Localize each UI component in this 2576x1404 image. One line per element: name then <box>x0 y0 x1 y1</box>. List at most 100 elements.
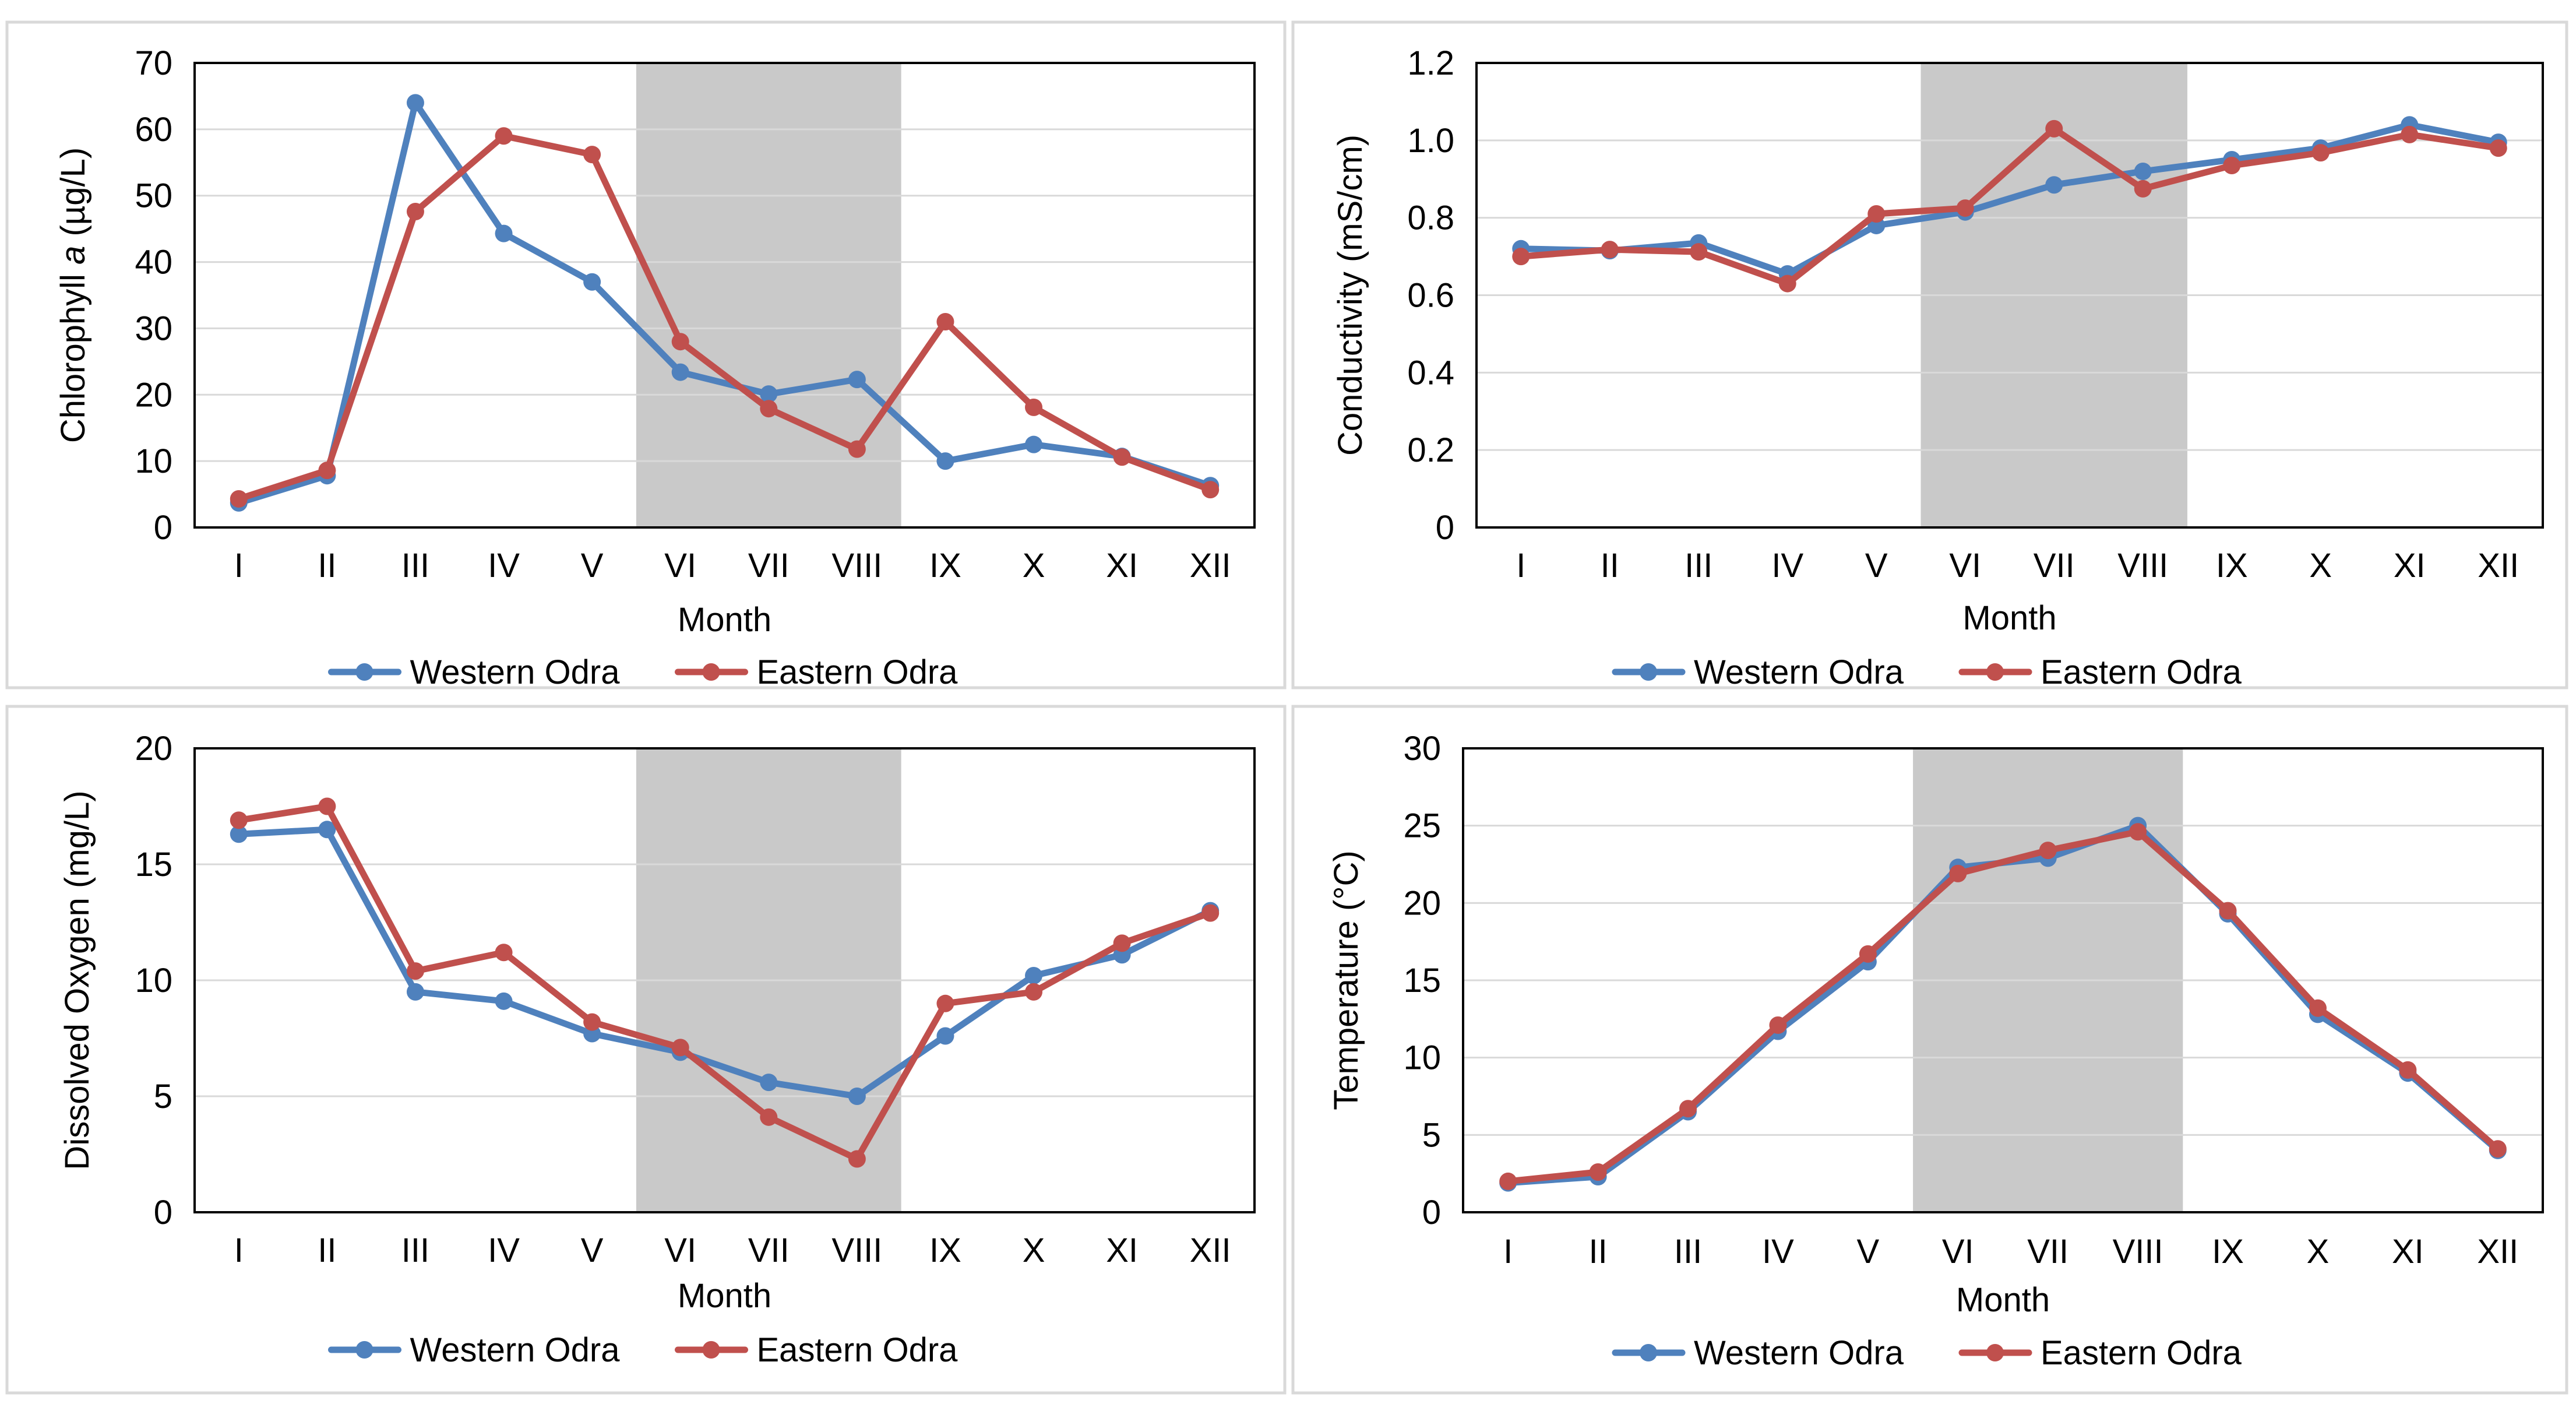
data-point <box>936 994 954 1012</box>
y-tick-label: 5 <box>154 1078 172 1116</box>
data-point <box>1956 199 1974 217</box>
legend-swatch-marker <box>1640 663 1657 681</box>
x-tick-label: VII <box>748 1231 790 1269</box>
data-point <box>2219 902 2237 920</box>
plot-area-border <box>193 62 1256 529</box>
x-tick-label: III <box>401 1231 429 1269</box>
x-tick-label: VIII <box>831 1231 882 1269</box>
x-tick-label: V <box>1857 1233 1880 1271</box>
y-axis-title: Temperature (°C) <box>1327 850 1365 1110</box>
x-tick-label: XII <box>2478 547 2519 585</box>
x-tick-label: IV <box>1762 1233 1794 1271</box>
y-tick-label: 10 <box>135 962 172 1000</box>
data-point <box>2489 139 2507 157</box>
x-tick-label: VI <box>664 547 696 585</box>
x-tick-label: X <box>1023 547 1045 585</box>
data-point <box>1778 275 1796 293</box>
y-tick-label: 5 <box>1422 1116 1441 1154</box>
data-point <box>1025 983 1043 1001</box>
x-axis-title: Month <box>678 601 771 639</box>
data-point <box>318 462 336 480</box>
y-tick-label: 0.2 <box>1407 431 1454 469</box>
data-point <box>495 127 513 145</box>
data-point <box>318 821 336 839</box>
plot-area-border <box>1475 62 2544 529</box>
legend: Western Odra Eastern Odra <box>1612 1334 2242 1372</box>
x-tick-label: V <box>581 547 604 585</box>
x-tick-label: II <box>1601 547 1619 585</box>
y-tick-label: 0.4 <box>1407 354 1454 392</box>
x-tick-label: IV <box>488 547 520 585</box>
y-tick-label: 30 <box>1403 730 1441 768</box>
x-tick-label: I <box>1503 1233 1513 1271</box>
data-point <box>1769 1016 1787 1034</box>
series-eastern-odra <box>230 127 1220 508</box>
x-tick-label: III <box>401 547 429 585</box>
data-point <box>1859 945 1877 963</box>
x-tick-label: III <box>1685 547 1712 585</box>
data-point <box>1589 1163 1607 1181</box>
x-tick-label: V <box>1865 547 1888 585</box>
data-point <box>230 825 248 843</box>
data-point <box>1512 248 1530 266</box>
data-point <box>1113 934 1131 952</box>
series-eastern-odra <box>1512 119 2507 293</box>
y-tick-label: 40 <box>135 244 172 281</box>
y-tick-label: 1.0 <box>1407 122 1454 160</box>
y-tick-label: 50 <box>135 177 172 215</box>
data-point <box>2134 180 2152 198</box>
legend: Western Odra Eastern Odra <box>328 1331 958 1369</box>
x-tick-label: V <box>581 1231 604 1269</box>
series-line <box>1517 125 2502 287</box>
x-tick-label: I <box>1516 547 1525 585</box>
data-point <box>230 811 248 829</box>
legend-label: Eastern Odra <box>2041 1334 2242 1372</box>
y-tick-label: 70 <box>135 44 172 82</box>
x-tick-label: XII <box>1190 1231 1231 1269</box>
data-point <box>406 94 424 112</box>
data-point <box>671 363 689 381</box>
data-point <box>2489 1140 2507 1158</box>
data-point <box>760 385 778 403</box>
legend-swatch-marker <box>355 663 373 681</box>
y-tick-label: 15 <box>135 846 172 884</box>
x-tick-label: VII <box>748 547 790 585</box>
legend: Western Odra Eastern Odra <box>328 653 958 691</box>
x-tick-label: II <box>1589 1233 1608 1271</box>
data-point <box>1601 241 1619 259</box>
x-tick-label: IX <box>929 547 961 585</box>
legend-swatch-marker <box>355 1341 373 1359</box>
series-line <box>1504 828 2501 1185</box>
x-tick-label: IX <box>2212 1233 2244 1271</box>
y-tick-label: 0.6 <box>1407 277 1454 315</box>
y-axis-title: Conductivity (mS/cm) <box>1331 135 1369 456</box>
data-point <box>936 452 954 470</box>
x-tick-label: XII <box>2477 1233 2518 1271</box>
data-point <box>318 797 336 815</box>
x-tick-label: IX <box>929 1231 961 1269</box>
data-point <box>2129 823 2147 841</box>
data-point <box>671 1039 689 1057</box>
data-point <box>1025 967 1043 985</box>
data-point <box>1949 864 1967 882</box>
x-tick-label: VIII <box>2117 547 2168 585</box>
y-tick-label: 25 <box>1403 807 1441 845</box>
data-point <box>1690 243 1708 261</box>
series-line <box>235 826 1214 1100</box>
chart-panel-2: 00.20.40.60.81.01.2I II III IV V VI VII VIII IX X… <box>1291 20 2568 691</box>
data-point <box>2045 176 2063 194</box>
y-tick-label: 0 <box>1422 1194 1441 1231</box>
series-line <box>235 132 1214 502</box>
plot-area-border <box>193 747 1256 1213</box>
data-point <box>1679 1100 1697 1118</box>
data-point <box>495 224 513 242</box>
data-point <box>848 371 866 389</box>
x-tick-label: XI <box>2394 547 2426 585</box>
x-tick-label: I <box>234 547 244 585</box>
legend-label: Eastern Odra <box>757 653 958 691</box>
y-axis-title-part: a <box>54 246 92 265</box>
data-point <box>1499 1172 1517 1190</box>
legend-label: Eastern Odra <box>757 1331 958 1369</box>
